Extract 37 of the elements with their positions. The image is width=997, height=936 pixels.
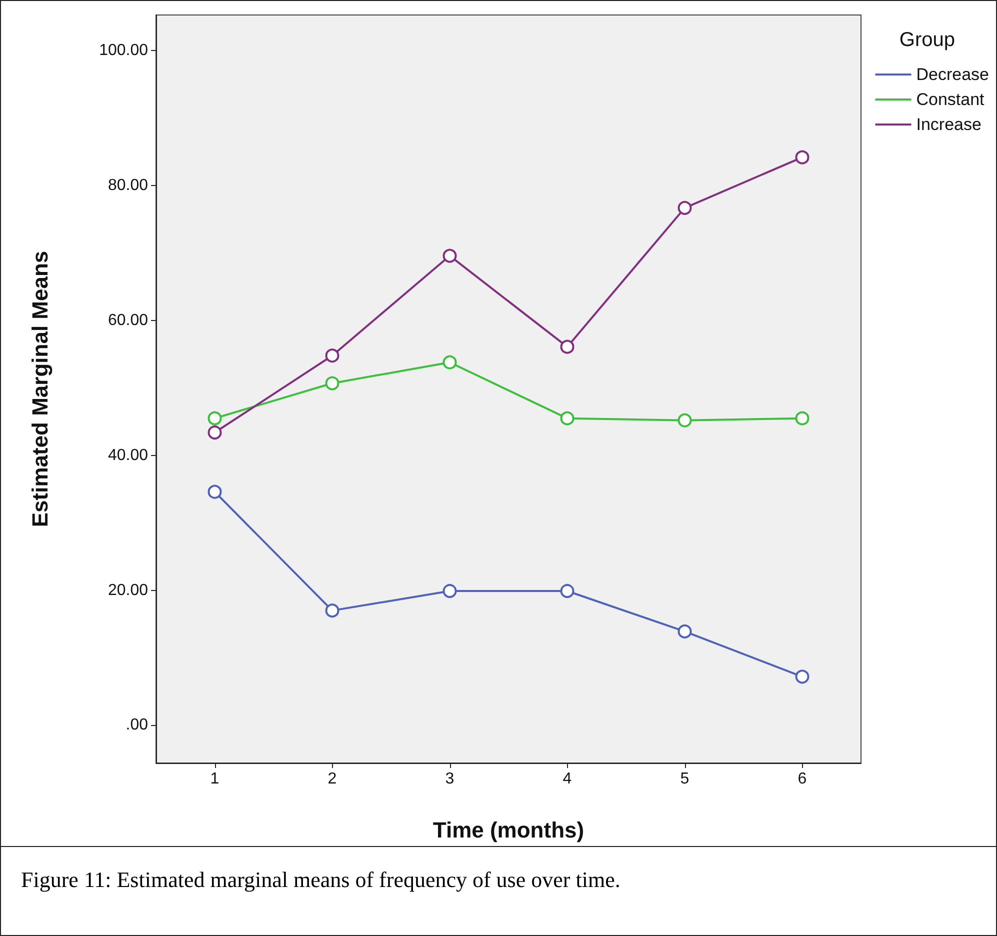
point	[442, 248, 457, 263]
x-tick-label: 1	[210, 770, 220, 788]
point	[442, 584, 457, 598]
caption: Figure 11: Estimated marginal means of frequency of use over time.	[1, 846, 996, 935]
x-axis-title: Time (months)	[432, 818, 584, 842]
point	[325, 348, 340, 363]
legend-title: Group	[899, 29, 956, 51]
point	[208, 426, 222, 440]
point	[795, 150, 810, 164]
y-tick-label: 100.00	[99, 42, 148, 60]
x-tick-label: 4	[562, 770, 572, 788]
y-tick-label: 20.00	[108, 582, 148, 599]
y-axis-title: Estimated Marginal Means	[28, 250, 52, 528]
point	[795, 670, 810, 684]
y-tick-label: 80.00	[108, 177, 148, 194]
x-tick-label: 3	[445, 770, 454, 788]
point	[678, 200, 692, 215]
x-tick-label: 6	[798, 770, 807, 788]
x-tick-label: 2	[328, 770, 337, 788]
point	[208, 484, 222, 499]
legend-label: Decrease	[916, 65, 990, 84]
point	[325, 376, 340, 390]
y-tick-label: 60.00	[108, 312, 148, 330]
point	[325, 604, 340, 618]
y-tick-label: 40.00	[108, 446, 148, 464]
point	[795, 411, 810, 426]
legend-label: Constant	[916, 90, 985, 109]
point	[560, 584, 574, 598]
point	[560, 411, 574, 426]
point	[678, 624, 692, 638]
point	[208, 411, 222, 426]
legend-label: Increase	[916, 115, 982, 134]
y-tick-label: .00	[126, 716, 148, 734]
x-tick-label: 5	[680, 770, 690, 788]
point	[560, 340, 574, 354]
point	[678, 413, 692, 428]
point	[442, 355, 457, 370]
